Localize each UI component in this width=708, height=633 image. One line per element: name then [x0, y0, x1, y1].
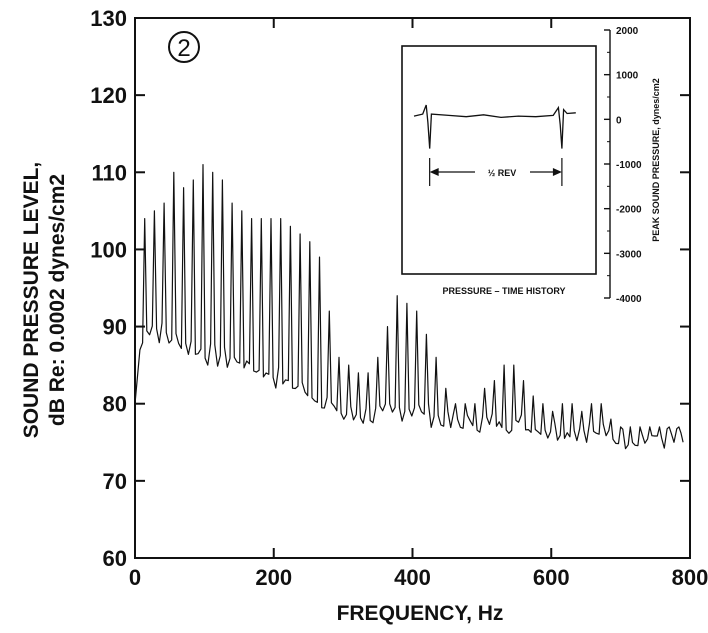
pressure-time-inset: 2000 1000 0 -1000 -2000 -3000 -4000	[401, 26, 642, 305]
inset-y-tick-label: -3000	[616, 249, 642, 260]
inset-title: PRESSURE – TIME HISTORY	[442, 286, 565, 296]
inset-y-axis-title: PEAK SOUND PRESSURE, dynes/cm2	[651, 78, 661, 242]
y-tick-label: 110	[92, 160, 128, 185]
inset-y-tick-label: 2000	[616, 26, 639, 37]
inset-y-tick-label: 1000	[616, 71, 639, 82]
pressure-waveform-line	[413, 104, 576, 149]
y-axis-title-line2: dB Re: 0.0002 dynes/cm2	[46, 174, 69, 426]
inset-y-tick-label: 0	[616, 115, 622, 126]
y-tick-label: 80	[103, 392, 127, 417]
x-tick-label: 600	[533, 565, 570, 590]
inset-y-tick-label: -2000	[616, 205, 642, 216]
y-tick-label: 60	[103, 546, 127, 571]
main-plot-area: 0 200 400 600 800 60 70 80 90 100 110 120 130	[90, 6, 708, 590]
x-tick-label: 200	[255, 565, 292, 590]
spectrum-series-line	[134, 164, 684, 450]
badge: 2	[168, 31, 200, 63]
inset-y-tick-label: -1000	[616, 160, 642, 171]
y-tick-label: 100	[90, 237, 127, 262]
y-tick-label: 120	[90, 83, 127, 108]
badge-number: 2	[177, 35, 190, 62]
y-axis-title-line1: SOUND PRESSURE LEVEL,	[20, 162, 43, 439]
y-tick-label: 90	[103, 315, 127, 340]
arrow-head-right-icon	[552, 168, 562, 176]
half-rev-label: ½ REV	[488, 168, 517, 178]
arrow-head-left-icon	[429, 168, 439, 176]
x-axis-title: FREQUENCY, Hz	[337, 602, 504, 625]
y-tick-label: 70	[103, 469, 127, 494]
x-tick-label: 800	[672, 565, 708, 590]
inset-frame	[401, 45, 597, 275]
y-tick-label: 130	[90, 6, 127, 31]
x-tick-label: 0	[129, 565, 141, 590]
x-tick-label: 400	[394, 565, 431, 590]
badge-circle	[168, 31, 200, 63]
inset-y-tick-label: -4000	[616, 294, 642, 305]
